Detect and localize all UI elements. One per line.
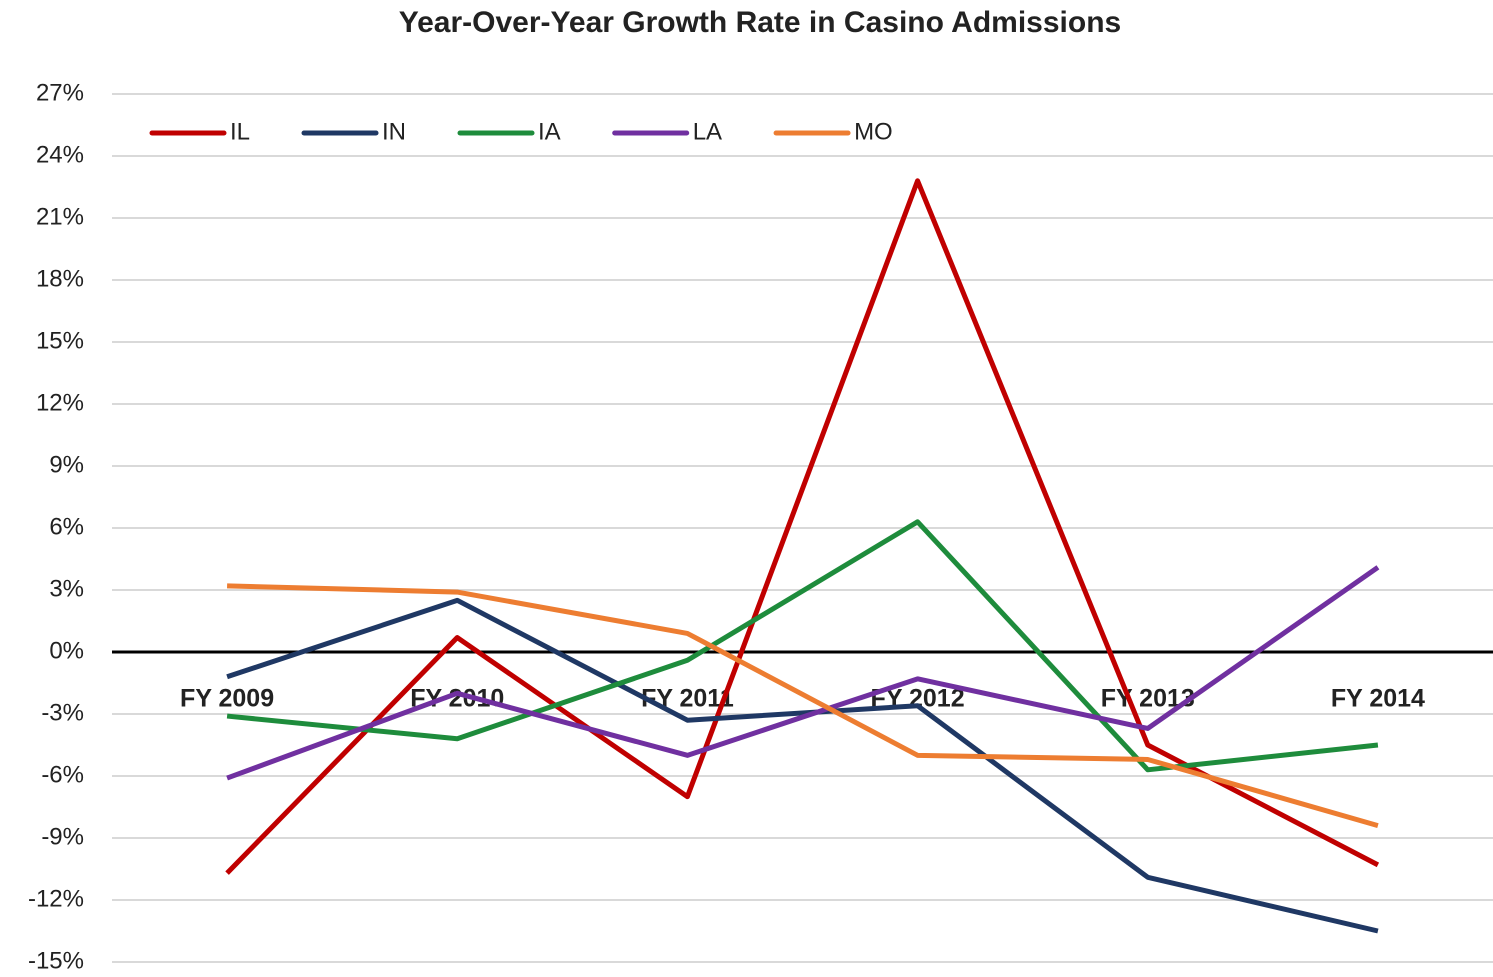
y-tick-label: 24% [36,141,84,168]
legend-label: IN [382,118,406,145]
y-tick-label: -9% [41,823,84,850]
series-line [226,565,1380,781]
y-tick-label: 9% [49,451,84,478]
y-tick-label: 18% [36,265,84,292]
x-tick-label: FY 2014 [1331,685,1425,713]
legend-label: IA [538,118,561,145]
y-tick-label: -15% [28,947,84,974]
y-tick-label: -6% [41,761,84,788]
chart-title: Year-Over-Year Growth Rate in Casino Adm… [399,6,1121,39]
x-tick-label: FY 2009 [180,685,274,713]
y-tick-label: -12% [28,885,84,912]
y-tick-label: 21% [36,203,84,230]
y-tick-label: -3% [41,699,84,726]
y-tick-label: 15% [36,327,84,354]
x-tick-label: FY 2010 [410,685,504,713]
y-tick-label: 6% [49,513,84,540]
y-tick-label: 12% [36,389,84,416]
series-line [225,178,1380,875]
y-tick-label: 27% [36,79,84,106]
y-tick-label: 3% [49,575,84,602]
series-line [226,597,1379,934]
series-line [226,519,1379,773]
y-tick-label: 0% [49,637,84,664]
legend-label: LA [693,118,722,145]
legend-label: MO [854,118,893,145]
legend-label: IL [230,118,250,145]
series-line [227,583,1379,829]
